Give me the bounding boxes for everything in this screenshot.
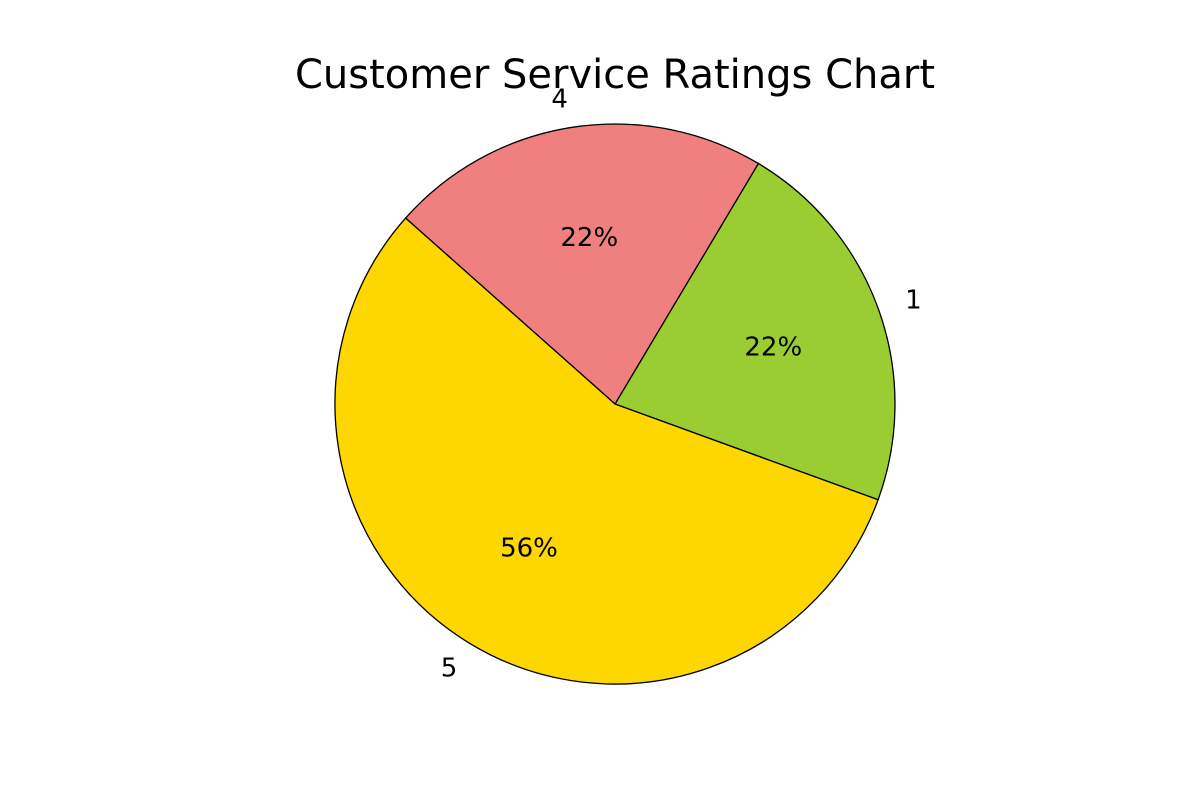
pie-slice-5	[334, 217, 879, 685]
percent-label-4: 22%	[560, 223, 618, 253]
pie-labels: 1 22% 4 22% 5 56%	[441, 85, 922, 684]
category-label-1: 1	[905, 286, 922, 316]
pie-slices	[334, 123, 896, 685]
percent-label-1: 22%	[744, 333, 802, 363]
category-label-5: 5	[441, 654, 458, 684]
category-label-4: 4	[551, 85, 568, 115]
chart-title: Customer Service Ratings Chart	[295, 52, 935, 98]
pie-slice-1	[614, 162, 896, 501]
pie-slice-4	[404, 123, 760, 406]
percent-label-5: 56%	[500, 533, 558, 563]
